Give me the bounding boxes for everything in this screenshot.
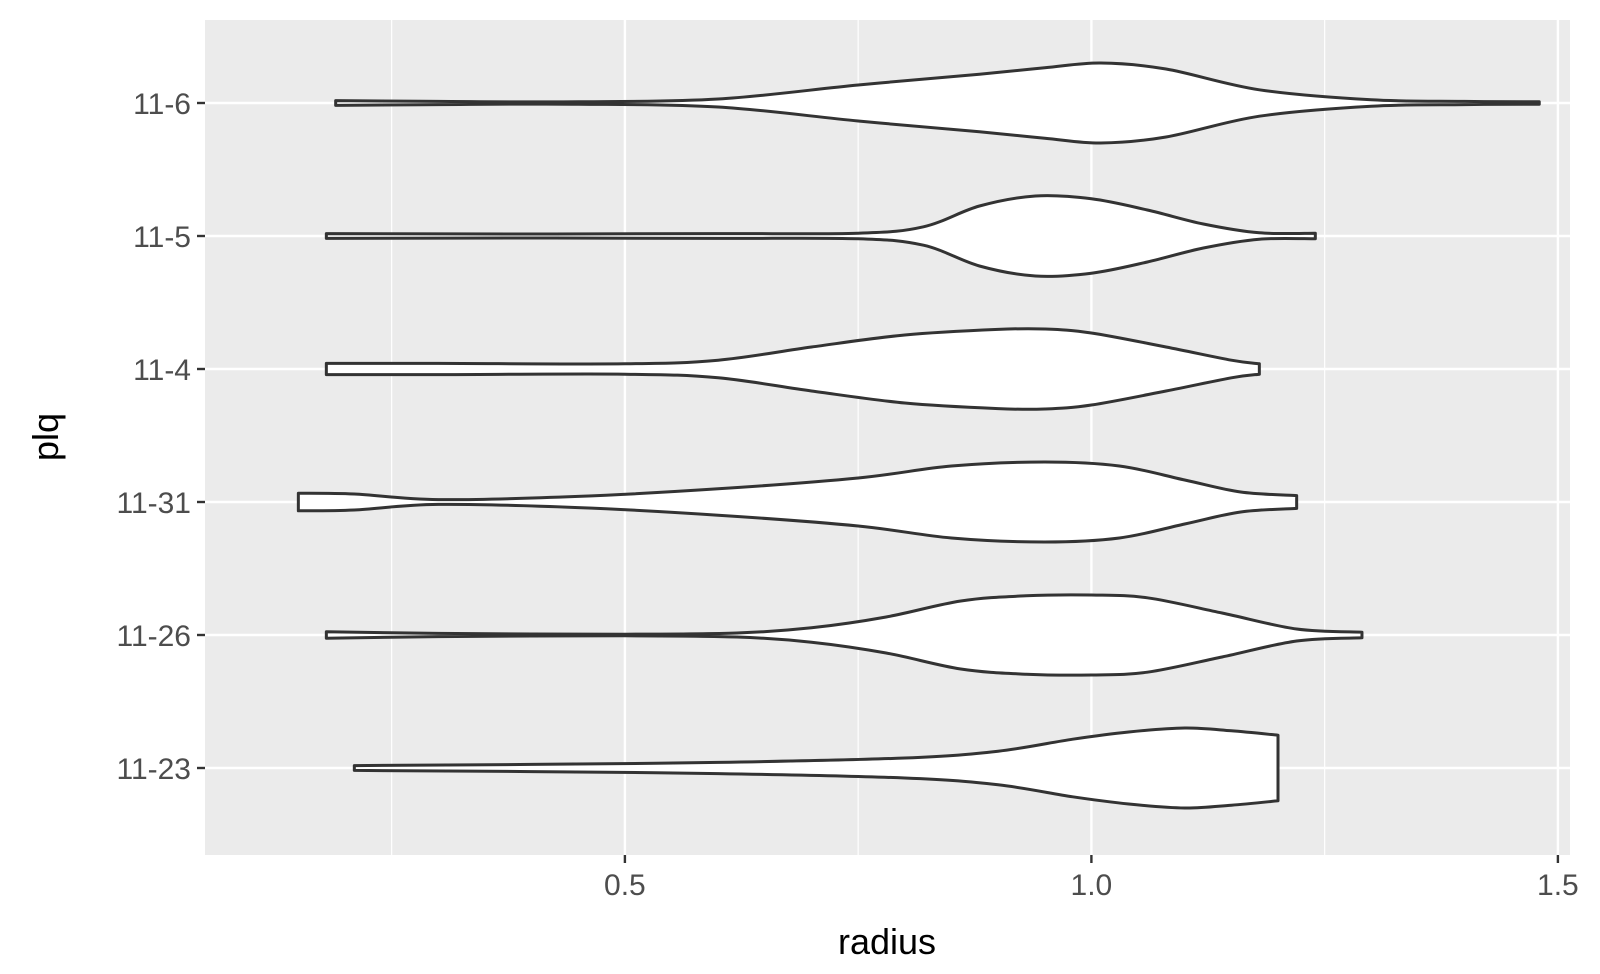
violin-11-6: [334, 61, 1541, 145]
violin-11-31: [296, 460, 1299, 544]
y-tick-label: 11-6: [133, 88, 191, 121]
panel-background: [205, 20, 1570, 855]
violins: [296, 61, 1541, 810]
x-tick-label: 0.5: [604, 869, 646, 902]
y-tick-label: 11-31: [116, 487, 191, 520]
violin-11-4: [324, 327, 1261, 411]
x-axis-title: radius: [838, 921, 936, 962]
y-tick-label: 11-4: [133, 354, 191, 387]
y-tick-label: 11-26: [116, 620, 191, 653]
x-tick-label: 1.5: [1537, 869, 1579, 902]
axis-ticks: [197, 101, 1560, 863]
violin-11-26: [324, 593, 1364, 677]
y-tick-label: 11-5: [133, 221, 191, 254]
x-tick-label: 1.0: [1071, 869, 1113, 902]
tick-labels: 0.5 1.0 1.5 11-23 11-26 11-31 11-4 11-5 11-6: [116, 88, 1578, 902]
y-axis-title: plq: [25, 413, 66, 461]
violin-11-23: [352, 726, 1280, 810]
y-tick-label: 11-23: [116, 753, 191, 786]
violin-11-5: [324, 194, 1317, 278]
